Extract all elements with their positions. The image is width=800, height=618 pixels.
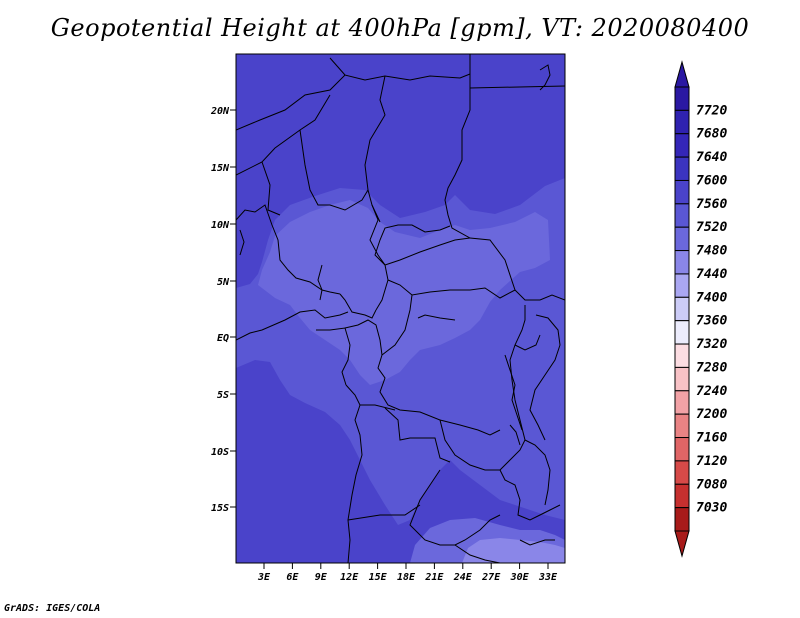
fill-level-7560 (236, 200, 565, 563)
colorbar-swatch (674, 343, 690, 368)
y-tick-label: 15S (211, 503, 229, 514)
colorbar-bottom-arrow (674, 530, 690, 558)
colorbar-top-arrow (674, 60, 690, 88)
y-tick-label: 5N (217, 277, 230, 288)
x-tick-label: 33E (538, 572, 558, 583)
x-tick-label: 3E (257, 572, 271, 583)
x-tick-label: 15E (369, 572, 388, 583)
colorbar-swatch (674, 507, 690, 532)
colorbar-swatch (674, 437, 690, 462)
colorbar-swatch (674, 483, 690, 509)
colorbar-label: 7640 (696, 150, 727, 165)
map-title: Geopotential Height at 400hPa [gpm], VT:… (50, 14, 750, 42)
x-tick-label: 6E (286, 572, 299, 583)
colorbar-swatch (674, 320, 690, 345)
y-axis-ticks: 20N 15N 10N 5N EQ 5S 10S 15S (210, 106, 236, 514)
y-tick-label: 5S (217, 390, 229, 401)
colorbar-label: 7240 (696, 384, 727, 399)
x-tick-label: 21E (424, 572, 444, 583)
y-tick-label: EQ (217, 333, 229, 344)
map-frame (235, 53, 566, 564)
colorbar-label: 7680 (696, 127, 727, 142)
colorbar-label: 7080 (696, 477, 727, 492)
x-tick-label: 12E (340, 572, 359, 583)
colorbar-label: 7360 (696, 314, 727, 329)
country-borders (236, 54, 565, 563)
colorbar-label: 7520 (696, 220, 727, 235)
credit-text: GrADS: IGES/COLA (4, 603, 101, 614)
x-axis-ticks: 3E 6E 9E 12E 15E 18E 21E 24E 27E 30E 33E (257, 563, 558, 583)
colorbar-label: 7030 (696, 501, 727, 516)
colorbar-label: 7280 (696, 360, 727, 375)
colorbar-swatch (674, 390, 690, 415)
fill-level-7520 (462, 538, 565, 563)
colorbar-swatch (674, 366, 690, 392)
colorbar-swatch (674, 203, 690, 228)
colorbar-label: 7720 (696, 103, 727, 118)
colorbar-swatch (674, 133, 690, 158)
x-tick-label: 30E (510, 572, 530, 583)
colorbar: 7720 7680 7640 7600 7560 7520 7480 7440 7400 7360… (674, 60, 727, 558)
colorbar-label: 7200 (696, 407, 727, 422)
colorbar-swatch (674, 250, 690, 275)
colorbar-label: 7160 (696, 431, 727, 446)
colorbar-swatch (674, 273, 690, 298)
colorbar-label: 7120 (696, 454, 727, 469)
y-tick-label: 15N (211, 163, 230, 174)
colorbar-swatch (674, 296, 690, 322)
colorbar-label: 7400 (696, 290, 727, 305)
x-tick-label: 9E (315, 572, 328, 583)
y-tick-label: 10S (211, 447, 229, 458)
y-tick-label: 20N (210, 106, 230, 117)
x-tick-label: 24E (453, 572, 473, 583)
colorbar-label: 7560 (696, 197, 727, 212)
colorbar-swatch (674, 179, 690, 205)
colorbar-swatch (674, 86, 690, 111)
y-tick-label: 10N (211, 220, 230, 231)
colorbar-swatch (674, 460, 690, 485)
colorbar-swatch (674, 109, 690, 135)
colorbar-label: 7440 (696, 267, 727, 282)
x-tick-label: 27E (481, 572, 501, 583)
colorbar-swatch (674, 156, 690, 181)
colorbar-label: 7480 (696, 244, 727, 259)
colorbar-label: 7600 (696, 173, 727, 188)
colorbar-label: 7320 (696, 337, 727, 352)
x-tick-label: 18E (397, 572, 416, 583)
colorbar-swatch (674, 226, 690, 252)
colorbar-swatch (674, 413, 690, 439)
